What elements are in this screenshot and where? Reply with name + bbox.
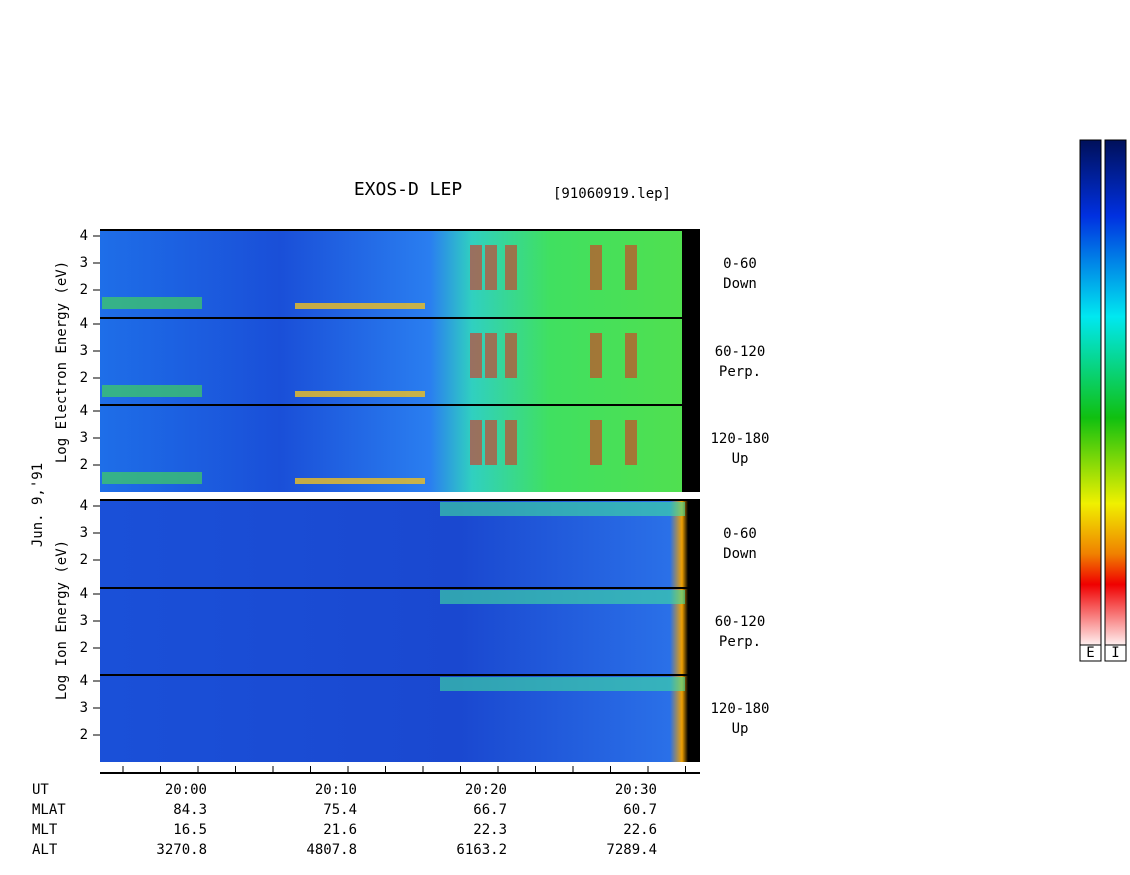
colorbar-box	[1079, 644, 1102, 662]
spectrogram-hot	[485, 245, 497, 290]
row-value: 16.5	[173, 822, 207, 838]
y-tick-label: 3	[80, 525, 88, 541]
row-value: 4807.8	[306, 842, 357, 858]
colorbar-label: I	[1111, 645, 1119, 661]
angle-label: 60-120	[715, 344, 766, 360]
y-tick-label: 4	[80, 228, 88, 244]
y-tick-label: 2	[80, 727, 88, 743]
spectrogram-band	[295, 391, 425, 397]
row-value: 22.3	[473, 822, 507, 838]
date: Jun. 9,'91	[30, 463, 46, 547]
spectrogram-hot	[505, 333, 517, 378]
y-tick-label: 2	[80, 457, 88, 473]
angle-label: 120-180	[710, 431, 769, 447]
spectrogram-band	[102, 297, 202, 309]
row-value: 84.3	[173, 802, 207, 818]
file-name: [91060919.lep]	[553, 186, 671, 202]
row-value: 20:30	[615, 782, 657, 798]
spectrogram-hot	[625, 420, 637, 465]
spectrogram-hot	[625, 333, 637, 378]
spectrogram-hot	[505, 420, 517, 465]
spectrogram-hot	[470, 333, 482, 378]
colorbar-box	[1104, 644, 1127, 662]
direction-label: Down	[723, 276, 757, 292]
spectrogram-hot	[505, 245, 517, 290]
spectrogram-band	[102, 472, 202, 484]
axis-label: Log Electron Energy (eV)	[54, 261, 70, 463]
spectrogram-band	[295, 303, 425, 309]
direction-label: Perp.	[719, 364, 761, 380]
row-value: 66.7	[473, 802, 507, 818]
y-tick-label: 3	[80, 613, 88, 629]
direction-label: Up	[732, 721, 749, 737]
y-tick-label: 2	[80, 640, 88, 656]
spectrogram-hot	[485, 420, 497, 465]
row-label: UT	[32, 782, 49, 798]
axis-label: Log Ion Energy (eV)	[54, 540, 70, 700]
row-value: 22.6	[623, 822, 657, 838]
row-value: 75.4	[323, 802, 357, 818]
colorbar	[1104, 139, 1127, 646]
row-label: ALT	[32, 842, 58, 858]
spectrogram-hot	[590, 420, 602, 465]
y-tick-label: 4	[80, 586, 88, 602]
spectrogram-band	[440, 502, 685, 516]
spectrogram-hot	[590, 245, 602, 290]
row-value: 21.6	[323, 822, 357, 838]
spectrogram-band	[295, 478, 425, 484]
y-tick-label: 3	[80, 343, 88, 359]
row-value: 20:20	[465, 782, 507, 798]
row-value: 6163.2	[456, 842, 507, 858]
direction-label: Perp.	[719, 634, 761, 650]
spectrogram-band	[440, 677, 685, 691]
spectrogram-band	[440, 590, 685, 604]
row-label: MLAT	[32, 802, 66, 818]
y-tick-label: 4	[80, 498, 88, 514]
colorbar-label: E	[1086, 645, 1094, 661]
y-tick-label: 3	[80, 255, 88, 271]
row-value: 20:00	[165, 782, 207, 798]
y-tick-label: 2	[80, 552, 88, 568]
angle-label: 120-180	[710, 701, 769, 717]
y-tick-label: 3	[80, 700, 88, 716]
row-value: 7289.4	[606, 842, 657, 858]
direction-label: Up	[732, 451, 749, 467]
spectrogram-hot	[625, 245, 637, 290]
spectrogram-hot	[485, 333, 497, 378]
title: EXOS-D LEP	[354, 179, 463, 200]
spectrogram-hot	[470, 420, 482, 465]
y-tick-label: 2	[80, 282, 88, 298]
y-tick-label: 2	[80, 370, 88, 386]
spectrogram-hot	[590, 333, 602, 378]
y-tick-label: 4	[80, 316, 88, 332]
colorbar	[1079, 139, 1102, 646]
row-value: 20:10	[315, 782, 357, 798]
y-tick-label: 4	[80, 673, 88, 689]
spectrogram-hot	[470, 245, 482, 290]
row-label: MLT	[32, 822, 58, 838]
direction-label: Down	[723, 546, 757, 562]
spectrogram-band	[102, 385, 202, 397]
row-value: 3270.8	[156, 842, 207, 858]
y-tick-label: 3	[80, 430, 88, 446]
angle-label: 0-60	[723, 256, 757, 272]
angle-label: 60-120	[715, 614, 766, 630]
row-value: 60.7	[623, 802, 657, 818]
y-tick-label: 4	[80, 403, 88, 419]
angle-label: 0-60	[723, 526, 757, 542]
